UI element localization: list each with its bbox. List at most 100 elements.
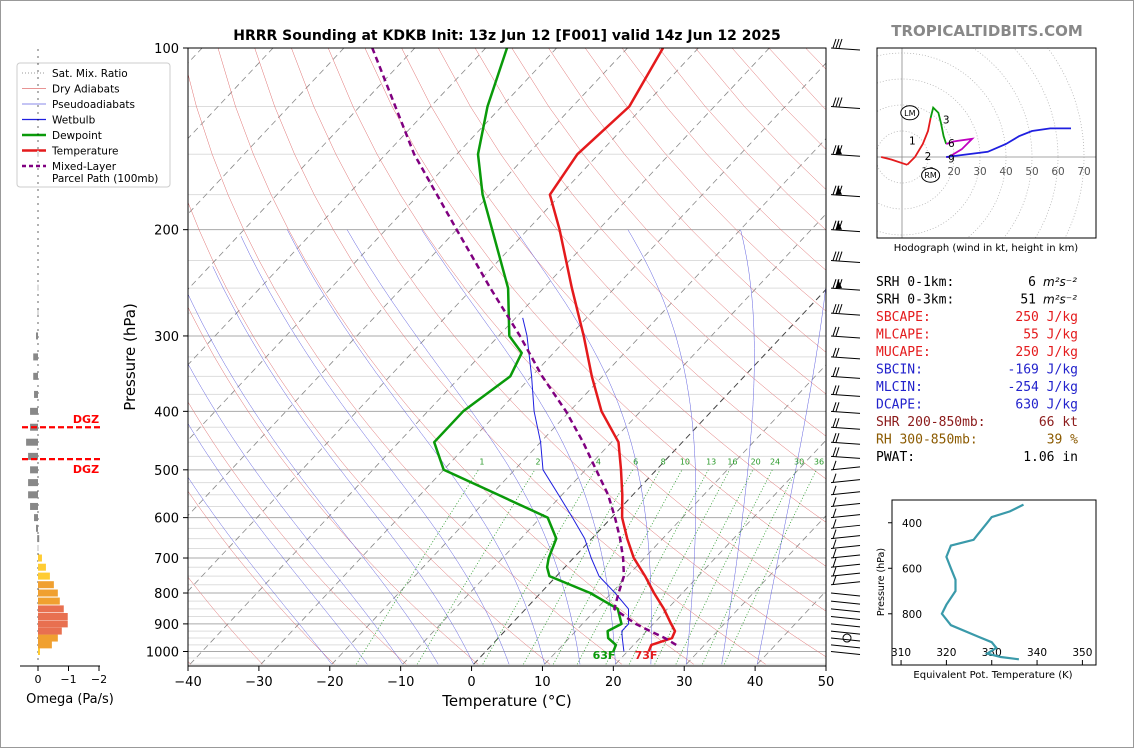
wind-barb	[830, 447, 861, 459]
dry-adiabat	[188, 490, 335, 665]
wind-barb	[830, 608, 861, 613]
x-tick-label: 30	[676, 675, 693, 690]
hodograph-ring	[877, 130, 929, 184]
index-label: SHR 200-850mb:	[876, 415, 986, 430]
storm-motion-label: RM	[924, 171, 937, 180]
omega-bar	[36, 524, 39, 532]
isotherm	[544, 364, 826, 665]
storm-motion-label: LM	[904, 109, 915, 118]
mixing-ratio-label: 16	[727, 458, 737, 467]
dry-adiabat	[188, 576, 263, 665]
omega-bar	[38, 554, 42, 562]
hodograph-ring	[1013, 48, 1059, 238]
y-tick-label: 200	[154, 224, 179, 239]
x-tick-label: 0	[467, 675, 475, 690]
dry-adiabat	[291, 48, 826, 658]
dry-adiabat	[254, 48, 766, 665]
legend-label: Mixed-Layer	[52, 161, 117, 173]
wind-barb	[830, 460, 861, 471]
y-tick-label: 700	[154, 552, 179, 567]
omega-bar	[34, 390, 38, 398]
isotherm	[188, 48, 628, 517]
sfc-dewpoint-label: 63F	[593, 649, 616, 662]
mixing-ratio-label: 24	[770, 458, 780, 467]
wind-barb	[830, 402, 861, 414]
index-unit: m²s⁻²	[1043, 293, 1077, 307]
theta-x-tick-label: 310	[891, 647, 911, 659]
hodograph-ring-label: 70	[1077, 166, 1090, 178]
theta-e-profile	[940, 503, 1024, 661]
hodograph-ring-label: 60	[1051, 166, 1064, 178]
y-tick-label: 900	[154, 618, 179, 633]
hodograph-height-label: 1	[909, 135, 916, 147]
omega-bar	[34, 514, 38, 522]
legend-item: Pseudoadiabats	[22, 99, 135, 111]
wind-barb	[830, 558, 861, 568]
mixing-ratio-label: 1	[479, 458, 484, 467]
omega-bar	[26, 438, 38, 446]
x-tick-label: −30	[245, 675, 272, 690]
hodograph-height-label: 6	[948, 138, 955, 150]
profile-mixed-layer	[371, 48, 677, 646]
index-row: SBCIN: -169 J/kg	[876, 363, 1078, 378]
wind-barb	[830, 575, 861, 586]
index-value: 630 J/kg	[1015, 398, 1078, 413]
x-tick-label: 10	[534, 675, 551, 690]
index-label: SRH 0-1km:	[876, 275, 954, 290]
index-label: SRH 0-3km:	[876, 293, 954, 308]
mixing-ratio-label: 8	[661, 458, 666, 467]
omega-bar	[38, 589, 58, 597]
theta-y-tick-label: 800	[902, 609, 922, 621]
chart-title: HRRR Sounding at KDKB Init: 13z Jun 12 […	[233, 28, 781, 44]
legend-item: Parcel Path (100mb)	[52, 173, 158, 185]
isotherm	[331, 137, 826, 665]
mixing-ratio-line	[482, 469, 596, 665]
isotherm	[473, 288, 826, 665]
index-value: -254 J/kg	[1008, 380, 1078, 395]
wind-barb	[830, 303, 861, 316]
dry-adiabat	[401, 48, 826, 523]
wind-barb	[830, 508, 861, 519]
skewt-y-label: Pressure (hPa)	[121, 303, 139, 411]
index-label: SBCIN:	[876, 363, 923, 378]
skewt-profiles	[371, 48, 677, 652]
hodograph-trace	[946, 127, 1071, 158]
wind-barb	[830, 529, 861, 540]
wind-barb	[830, 251, 861, 264]
legend-label: Parcel Path (100mb)	[52, 173, 158, 185]
index-label: MUCAPE:	[876, 345, 931, 360]
theta-e-frame	[891, 499, 1097, 666]
index-label: DCAPE:	[876, 398, 923, 413]
y-tick-label: 800	[154, 587, 179, 602]
omega-tick-label: −2	[91, 673, 107, 686]
omega-bar	[38, 634, 58, 642]
theta-y-tick-label: 600	[902, 563, 922, 575]
index-unit: m²s⁻²	[1043, 275, 1077, 289]
hodograph-ring-label: 20	[947, 166, 960, 178]
index-value: 51	[1020, 293, 1036, 308]
hodograph-trace	[880, 156, 908, 166]
legend-label: Pseudoadiabats	[52, 99, 135, 111]
legend-item: Temperature	[22, 146, 119, 158]
wind-barb	[830, 347, 861, 360]
omega-bar	[38, 572, 50, 580]
dry-adiabat	[188, 401, 407, 665]
omega-bar	[28, 491, 38, 499]
theta-x-tick-label: 340	[1027, 647, 1047, 659]
legend-label: Dry Adiabats	[52, 84, 120, 96]
isotherm	[686, 515, 826, 665]
isotherm	[188, 48, 487, 366]
pseudoadiabat	[188, 476, 332, 665]
omega-bar	[30, 466, 38, 474]
wind-barb	[830, 519, 861, 529]
pseudoadiabat	[188, 293, 439, 665]
hodograph-ring	[1047, 48, 1085, 238]
theta-y-tick-label: 400	[902, 518, 922, 530]
wind-barb	[830, 497, 861, 507]
mixing-ratio-line	[628, 469, 730, 665]
index-label: MLCAPE:	[876, 328, 931, 343]
mixing-ratio-line	[576, 469, 683, 665]
index-row: MLCIN: -254 J/kg	[876, 380, 1078, 395]
mixing-ratio-label: 6	[633, 458, 638, 467]
omega-bar	[30, 407, 38, 415]
